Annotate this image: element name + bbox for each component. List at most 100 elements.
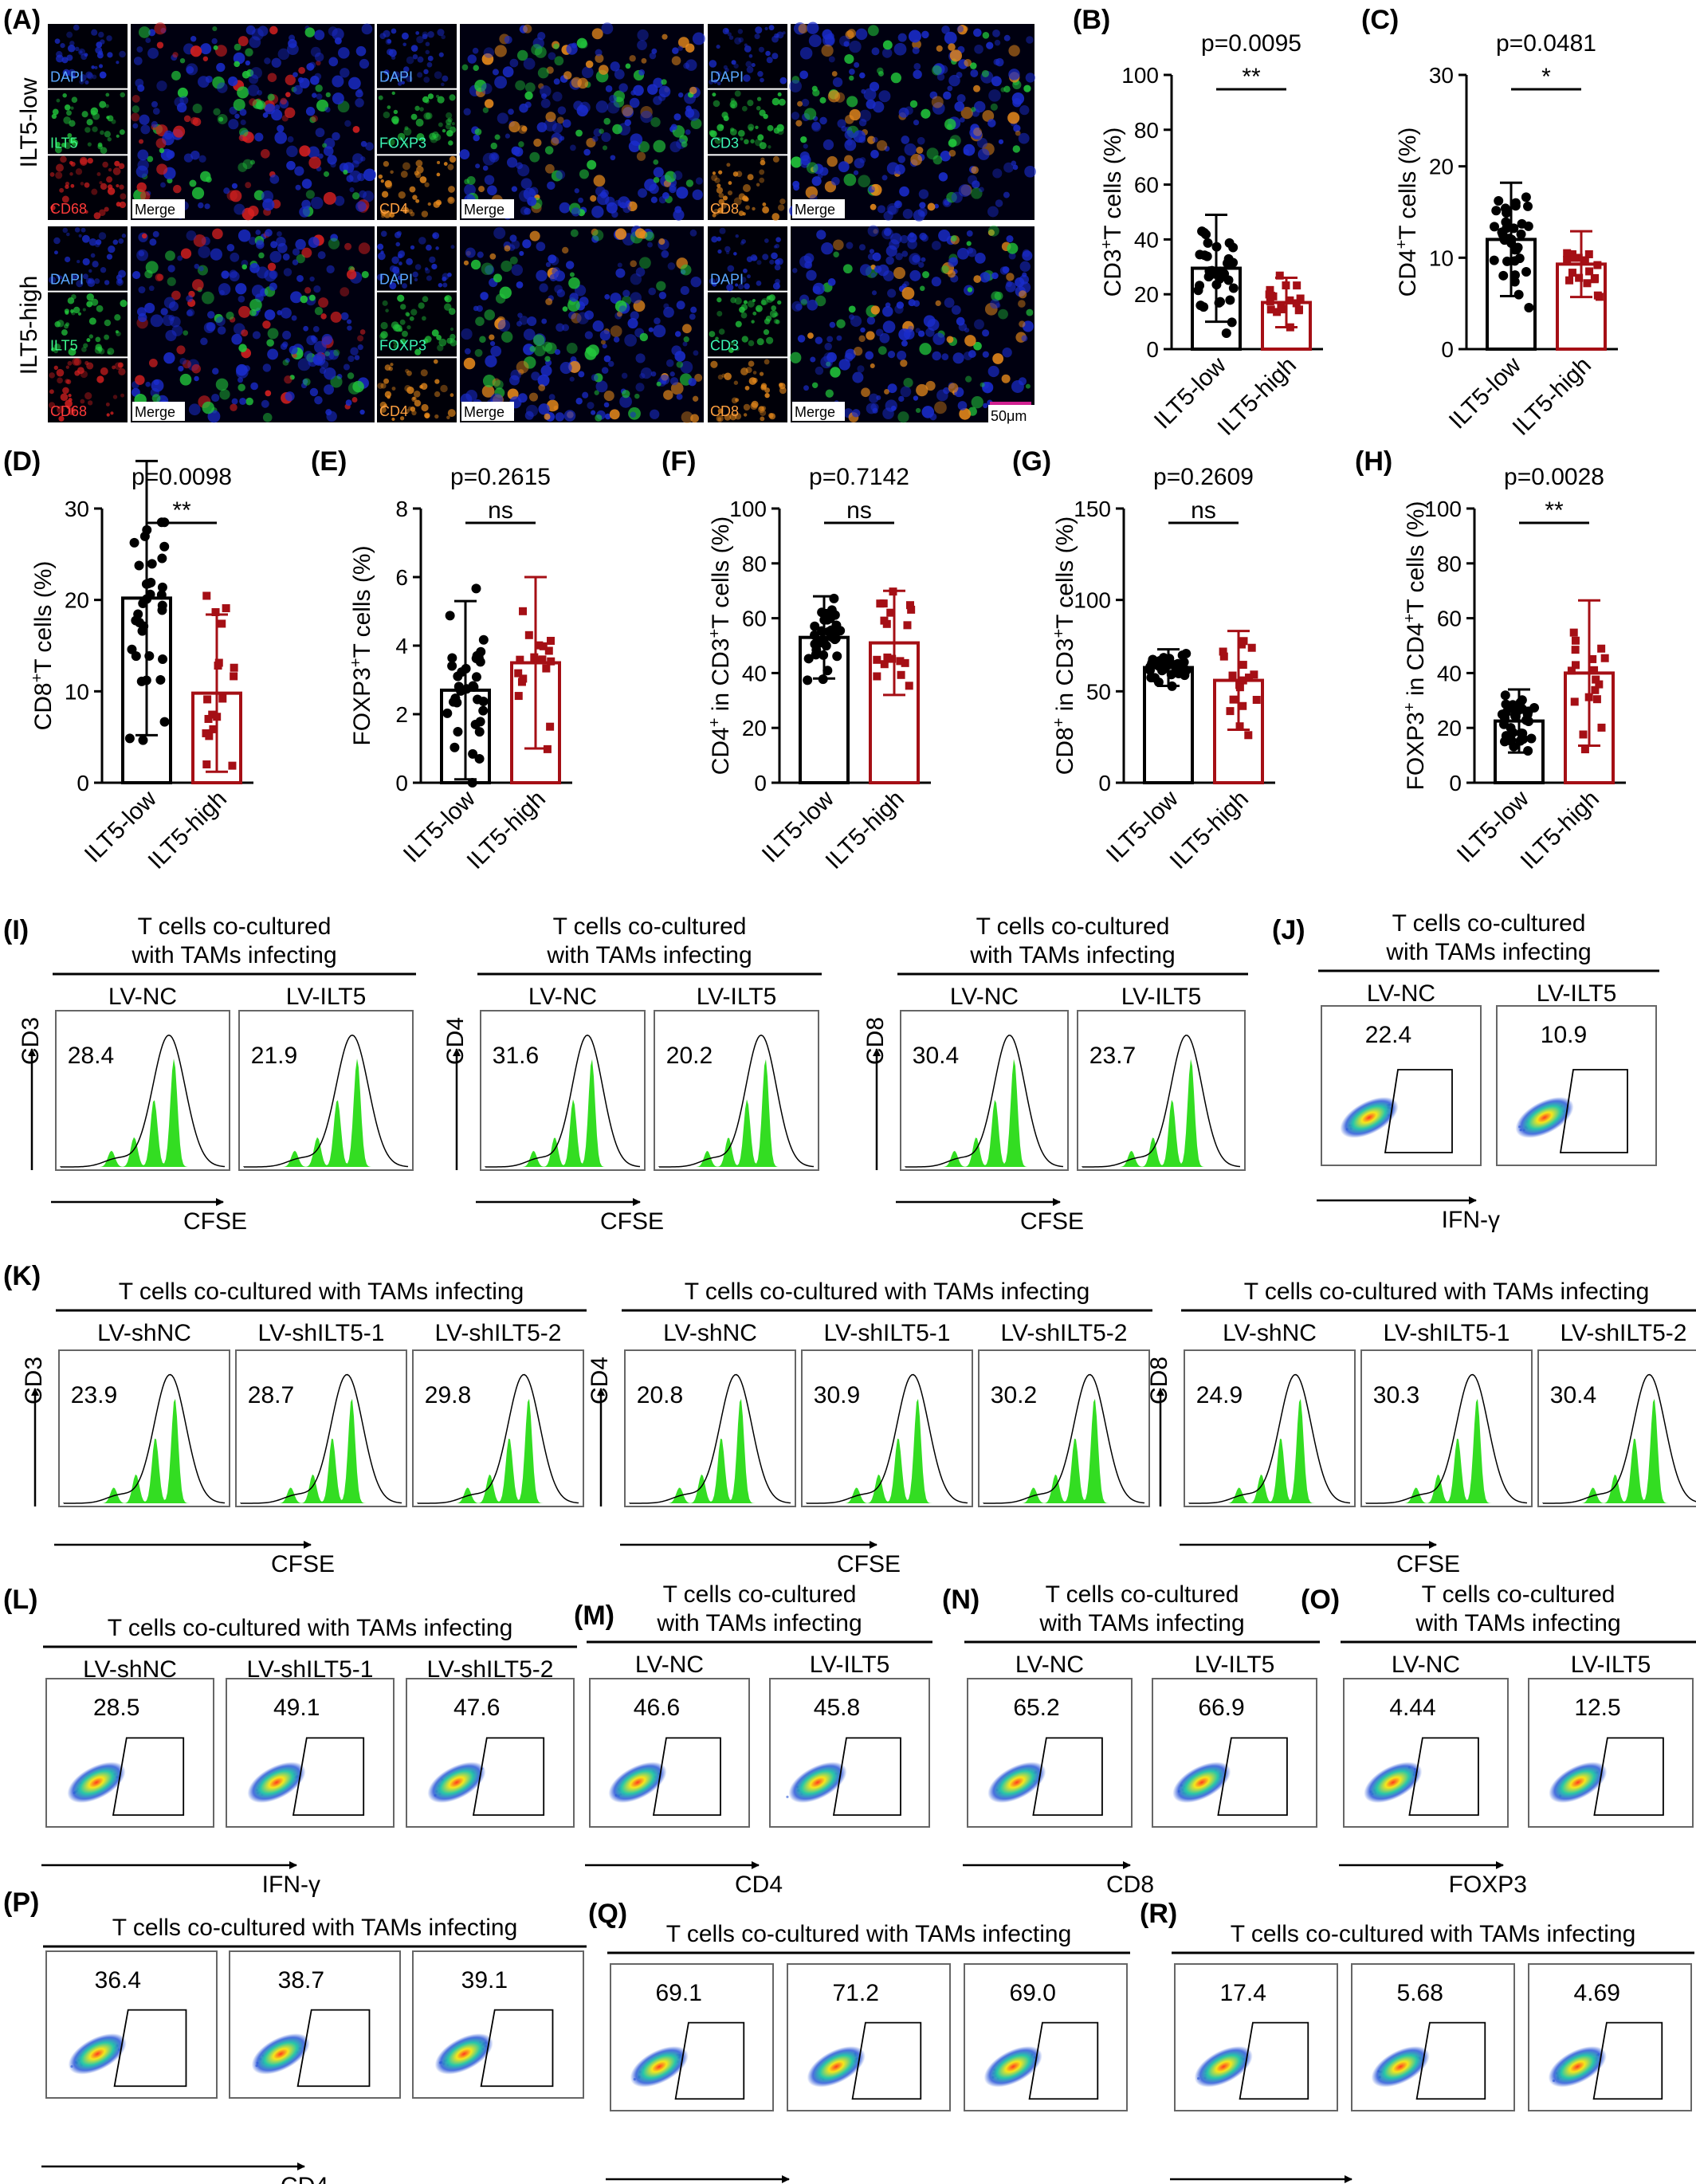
cell-dot <box>154 22 167 35</box>
cell-dot <box>647 242 653 248</box>
cell-dot <box>1026 308 1034 316</box>
plot-box <box>1360 1349 1533 1507</box>
data-point <box>218 619 226 628</box>
cell-dot <box>695 177 703 185</box>
cell-dot <box>98 209 106 217</box>
cell-dot <box>96 171 101 176</box>
data-point <box>1292 299 1301 308</box>
y-tick-label: 20 <box>1437 716 1462 740</box>
cell-dot <box>392 71 400 79</box>
cell-dot <box>138 26 151 38</box>
cell-dot <box>552 123 563 134</box>
cell-dot <box>1006 281 1012 288</box>
cell-dot <box>295 184 301 191</box>
cell-dot <box>806 162 819 174</box>
cell-dot <box>947 269 956 278</box>
cell-dot <box>915 407 921 414</box>
flow-title: with TAMs infecting <box>969 942 1175 968</box>
cell-dot <box>147 155 154 163</box>
cell-dot <box>638 188 647 198</box>
y-tick-label: 20 <box>1429 155 1454 179</box>
cell-dot <box>527 316 537 327</box>
cell-dot <box>903 378 913 388</box>
cell-dot <box>252 331 261 340</box>
cell-dot <box>771 53 779 60</box>
cell-dot <box>391 55 396 60</box>
cell-dot <box>736 171 743 178</box>
cell-dot <box>112 239 119 246</box>
cell-dot <box>968 175 978 185</box>
cell-dot <box>603 117 610 125</box>
plot-box <box>801 1349 973 1507</box>
cell-dot <box>635 353 646 363</box>
cell-dot <box>539 283 548 293</box>
y-tick-label: 20 <box>65 588 89 613</box>
cell-dot <box>151 100 158 108</box>
cell-dot <box>545 298 553 305</box>
flow-title: T cells co-cultured <box>138 913 332 940</box>
cell-dot <box>484 175 495 185</box>
cell-dot <box>992 353 1004 364</box>
cell-dot <box>744 139 749 145</box>
cell-dot <box>165 329 177 342</box>
cell-dot <box>988 89 1001 102</box>
cell-dot <box>114 314 121 321</box>
data-point <box>447 653 457 663</box>
cell-dot <box>440 384 448 393</box>
cell-dot <box>186 63 198 76</box>
cell-dot <box>304 27 316 37</box>
cell-dot <box>583 148 591 156</box>
cell-dot <box>804 261 813 269</box>
data-point <box>1590 666 1599 674</box>
data-point <box>1226 707 1235 716</box>
cell-dot <box>249 74 259 84</box>
cell-dot <box>145 37 151 43</box>
data-point <box>475 657 485 667</box>
cell-dot <box>662 192 669 199</box>
cell-dot <box>444 303 452 311</box>
cell-dot <box>202 401 215 414</box>
cell-dot <box>992 29 1000 37</box>
data-point <box>905 682 913 690</box>
cell-dot <box>669 185 677 194</box>
cell-dot <box>51 113 57 120</box>
cell-dot <box>116 202 121 207</box>
cell-dot <box>760 77 764 83</box>
cell-dot <box>489 253 497 260</box>
cell-dot <box>900 234 909 244</box>
cell-dot <box>951 305 961 315</box>
cell-dot <box>151 379 164 392</box>
cell-dot <box>981 69 990 78</box>
data-point <box>1600 654 1609 662</box>
cell-dot <box>210 248 222 261</box>
p-value: p=0.2609 <box>1153 464 1254 490</box>
cell-dot <box>212 367 219 375</box>
cell-dot <box>477 251 484 258</box>
cell-dot <box>59 187 65 193</box>
cell-dot <box>206 311 215 319</box>
cell-dot <box>815 336 823 344</box>
y-tick-label: 0 <box>395 771 408 795</box>
cell-dot <box>62 227 69 234</box>
cell-dot <box>410 113 418 120</box>
cell-dot <box>913 69 922 80</box>
cell-dot <box>992 168 1003 179</box>
cell-dot <box>352 125 360 133</box>
cell-dot <box>480 292 489 300</box>
cell-dot <box>1006 235 1014 243</box>
cell-dot <box>692 395 699 402</box>
cell-dot <box>1018 300 1026 308</box>
cell-dot <box>67 132 73 138</box>
cell-dot <box>829 321 836 328</box>
cell-dot <box>217 82 228 93</box>
cell-dot <box>67 45 76 53</box>
cell-dot <box>382 300 388 306</box>
cell-dot <box>917 330 925 337</box>
cell-dot <box>795 303 803 311</box>
cell-dot <box>411 396 417 403</box>
cell-dot <box>309 276 315 282</box>
cell-dot <box>936 45 943 52</box>
cell-dot <box>300 295 308 304</box>
cell-dot <box>78 234 82 238</box>
cell-dot <box>1006 273 1015 281</box>
